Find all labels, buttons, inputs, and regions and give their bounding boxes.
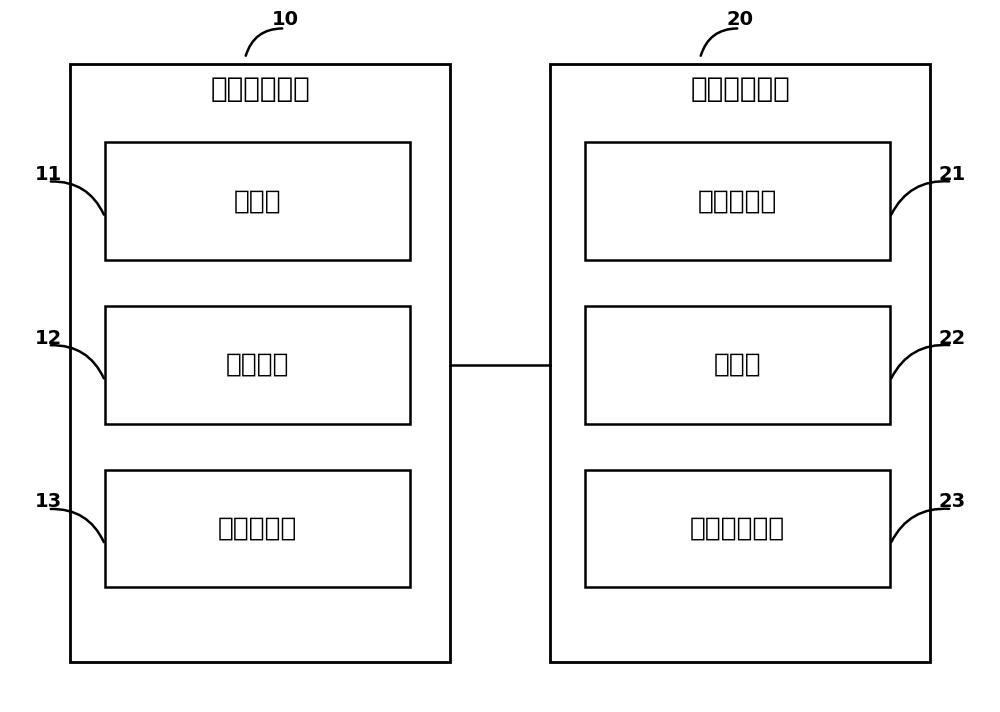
Text: 22: 22 (938, 329, 966, 347)
Text: 数模转换单元: 数模转换单元 (690, 515, 785, 542)
Text: 12: 12 (34, 329, 62, 347)
Bar (70, 64, 450, 662)
Text: 第二存储器: 第二存储器 (698, 188, 777, 214)
Bar (105, 142, 410, 260)
Bar (585, 142, 890, 260)
Bar (585, 470, 890, 587)
Text: 21: 21 (938, 165, 966, 184)
Text: 10: 10 (272, 11, 298, 29)
Bar (105, 470, 410, 587)
Text: 加法器: 加法器 (714, 352, 761, 378)
Text: 13: 13 (34, 493, 62, 511)
Bar (550, 64, 930, 662)
Text: 第一存储器: 第一存储器 (218, 515, 297, 542)
Text: 计数器: 计数器 (234, 188, 281, 214)
Text: 时序控制模块: 时序控制模块 (210, 75, 310, 103)
Text: 控制单元: 控制单元 (226, 352, 289, 378)
Text: 11: 11 (34, 165, 62, 184)
Text: 20: 20 (726, 11, 754, 29)
Bar (585, 306, 890, 424)
Text: 伽马电压模块: 伽马电压模块 (690, 75, 790, 103)
Text: 23: 23 (938, 493, 966, 511)
Bar (105, 306, 410, 424)
